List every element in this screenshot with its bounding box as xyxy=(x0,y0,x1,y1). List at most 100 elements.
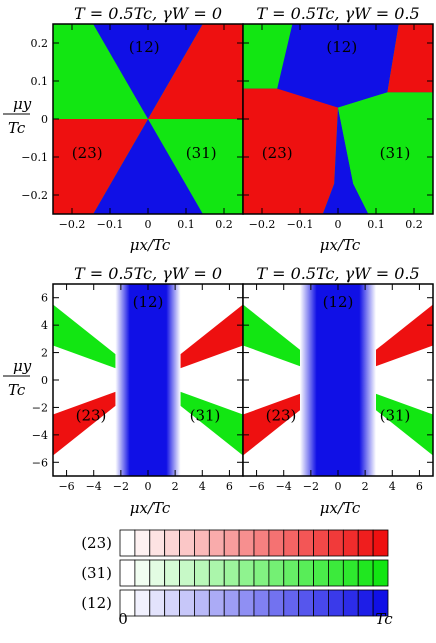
x-tick-label: 0 xyxy=(335,480,342,493)
panel-title: T = 0.5Tc, γW = 0 xyxy=(74,264,222,283)
phase-region-31-lower xyxy=(338,92,433,214)
phase-band-12-vertical xyxy=(115,284,181,476)
colorbar-cell xyxy=(223,589,240,617)
colorbar-cell xyxy=(298,559,314,587)
colorbar-cell xyxy=(342,589,359,617)
panel-top-right: (12) (23) (31) −0.2 −0.1 0 0.1 0.2 T = 0.5Tc, γW… xyxy=(242,4,434,231)
region-label-12: (12) xyxy=(326,38,357,56)
colorbar-cell xyxy=(357,589,374,617)
xlabel-bottom-right: μx/Tc xyxy=(320,499,361,517)
x-tick-label: 0 xyxy=(145,218,152,231)
x-tick-label: −2 xyxy=(113,480,129,493)
phase-band-31-upper xyxy=(53,304,148,380)
colorbar-row-label-31: (31) xyxy=(81,564,112,582)
phase-region-12-lower xyxy=(93,119,203,214)
colorbar-cell xyxy=(223,559,240,587)
x-tick-label: 4 xyxy=(389,480,396,493)
x-tick-label: −4 xyxy=(86,480,102,493)
x-tick-label: 2 xyxy=(362,480,369,493)
phase-region-12-lower xyxy=(322,107,369,214)
panel-bottom-right: (12) (23) (31) −6 −4 −2 0 2 4 6 T = 0.5Tc, γW = 0.… xyxy=(242,264,434,493)
colorbar-cell xyxy=(372,559,389,587)
region-label-31: (31) xyxy=(190,407,221,425)
x-tick-label: 6 xyxy=(416,480,423,493)
colorbar-cell xyxy=(194,559,210,587)
colorbar-cell xyxy=(119,559,136,587)
colorbar-cell xyxy=(357,529,374,557)
x-tick-label: −0.1 xyxy=(97,218,124,231)
colorbar-cell xyxy=(283,559,300,587)
x-tick-label: 0.2 xyxy=(405,218,423,231)
panel-title: T = 0.5Tc, γW = 0 xyxy=(74,4,222,23)
region-label-31: (31) xyxy=(186,144,217,162)
colorbar-cell xyxy=(253,529,270,557)
ylabel-top-numerator: μy xyxy=(13,95,32,113)
x-tick-label: −0.1 xyxy=(287,218,314,231)
panel-title: T = 0.5Tc, γW = 0.5 xyxy=(256,264,419,283)
region-label-12: (12) xyxy=(323,293,354,311)
phase-region-12-upper xyxy=(93,24,203,119)
panels: (12) (23) (31) −0.2 −0.1 0 0.1 0.2 −0.2 −0.1 0 0.1 0… xyxy=(21,4,434,493)
y-tick-label: 0 xyxy=(41,374,48,387)
phase-region-23-lower xyxy=(243,88,338,214)
y-tick-label: 6 xyxy=(41,292,48,305)
phase-band-23-upper xyxy=(148,304,243,380)
colorbar-cell xyxy=(238,559,255,587)
phase-band-31-upper xyxy=(243,304,338,380)
colorbar-cell xyxy=(208,559,225,587)
y-tick-label: 0.1 xyxy=(31,75,49,88)
colorbar-row-label-12: (12) xyxy=(81,594,112,612)
colorbar-cell xyxy=(194,529,210,557)
xlabel-top-left: μx/Tc xyxy=(130,236,171,254)
region-label-23: (23) xyxy=(266,407,297,425)
ylabel-bottom-numerator: μy xyxy=(13,357,32,375)
x-tick-label: −0.2 xyxy=(59,218,86,231)
region-label-23: (23) xyxy=(72,144,103,162)
y-tick-label: −0.1 xyxy=(21,151,48,164)
colorbar-cell xyxy=(179,589,195,617)
x-tick-label: 0.2 xyxy=(215,218,233,231)
y-tick-label: 2 xyxy=(41,347,48,360)
colorbar-cell xyxy=(179,559,195,587)
colorbar-cell xyxy=(164,589,180,617)
x-tick-label: 4 xyxy=(199,480,206,493)
colorbar-cell xyxy=(298,529,314,557)
colorbar-cell xyxy=(313,589,329,617)
colorbar-cell xyxy=(357,559,374,587)
ylabel-top-denominator: Tc xyxy=(8,119,26,137)
colorbar-cell xyxy=(134,529,151,557)
colorbar-cell xyxy=(268,589,285,617)
x-tick-label: 0.1 xyxy=(367,218,385,231)
x-tick-label: 6 xyxy=(226,480,233,493)
colorbar-cell xyxy=(268,529,285,557)
x-tick-label: −4 xyxy=(276,480,292,493)
colorbar-cell xyxy=(134,589,151,617)
phase-region-23-upper xyxy=(148,24,243,119)
y-tick-label: 0 xyxy=(41,113,48,126)
colorbar-min-label: 0 xyxy=(118,610,128,628)
phase-region-12-cap xyxy=(243,24,433,108)
y-tick-label: −6 xyxy=(32,456,48,469)
x-tick-label: −6 xyxy=(58,480,74,493)
axis-labels: μy Tc μy Tc μx/Tc μx/Tc μx/Tc μx/Tc xyxy=(3,95,361,517)
phase-band-23-lower xyxy=(243,380,338,456)
x-tick-label: 0.1 xyxy=(177,218,195,231)
y-tick-label: −0.2 xyxy=(21,189,48,202)
x-tick-label: 2 xyxy=(172,480,179,493)
panel-top-left: (12) (23) (31) −0.2 −0.1 0 0.1 0.2 −0.2 −0.1 0 0.1 0… xyxy=(21,4,244,231)
x-tick-label: −2 xyxy=(303,480,319,493)
colorbar-cell xyxy=(328,589,344,617)
colorbar-cell xyxy=(372,529,389,557)
colorbar-cell xyxy=(164,559,180,587)
region-label-12: (12) xyxy=(129,38,160,56)
colorbar-cell xyxy=(328,529,344,557)
xlabel-bottom-left: μx/Tc xyxy=(130,499,171,517)
colorbar-cell xyxy=(179,529,195,557)
y-tick-label: 4 xyxy=(41,319,48,332)
colorbar-cell xyxy=(119,529,136,557)
region-label-31: (31) xyxy=(380,407,411,425)
colorbar-cell xyxy=(313,559,329,587)
colorbar: (23) (31) (12) 0 Tc xyxy=(81,529,393,628)
colorbar-cell xyxy=(194,589,210,617)
phase-band-31-lower xyxy=(148,380,243,456)
